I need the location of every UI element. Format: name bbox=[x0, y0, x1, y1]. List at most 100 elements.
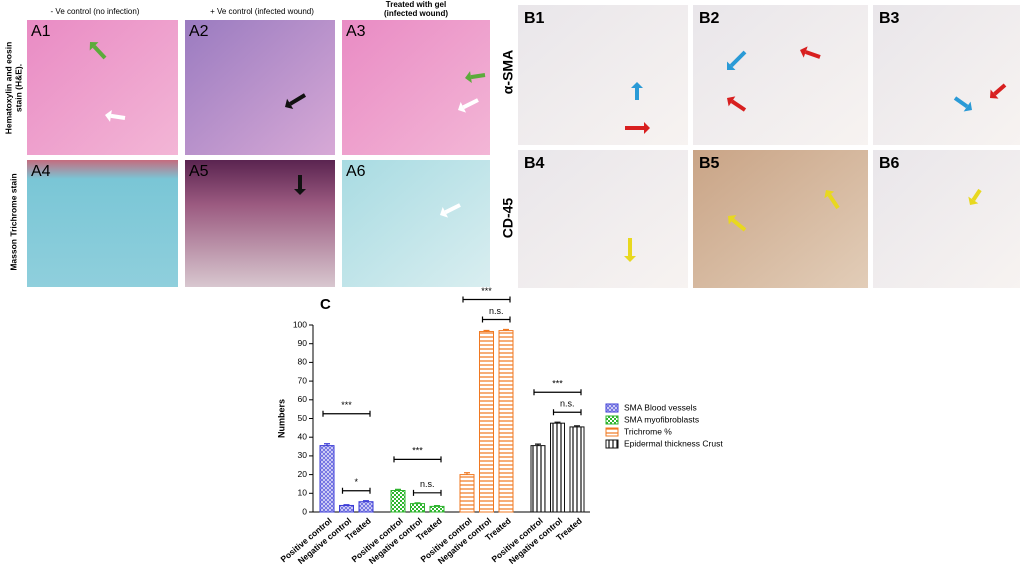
legend-label: SMA Blood vessels bbox=[624, 402, 697, 412]
panel-label: A3 bbox=[346, 23, 366, 40]
arrow-head bbox=[440, 206, 449, 218]
significance-bracket bbox=[412, 489, 442, 496]
arrow bbox=[993, 83, 1007, 96]
error-bar bbox=[535, 443, 541, 446]
y-tick-label: 90 bbox=[298, 338, 308, 348]
panel-label: B3 bbox=[879, 10, 900, 27]
y-tick-label: 0 bbox=[302, 506, 307, 516]
significance-bracket bbox=[393, 456, 442, 463]
arrow bbox=[971, 188, 982, 202]
y-tick-label: 50 bbox=[298, 413, 308, 423]
legend-label: Epidermal thickness Crust bbox=[624, 438, 723, 448]
error-bar bbox=[483, 329, 490, 332]
arrow bbox=[110, 113, 126, 120]
arrow-head bbox=[285, 98, 294, 110]
significance-label: n.s. bbox=[420, 479, 435, 489]
micrograph bbox=[342, 20, 490, 155]
y-tick-label: 10 bbox=[298, 488, 308, 498]
arrow-head bbox=[89, 42, 99, 51]
panel-label: A5 bbox=[189, 163, 209, 180]
error-bar bbox=[464, 472, 470, 475]
significance-label: *** bbox=[552, 379, 563, 389]
significance-bracket bbox=[341, 487, 371, 494]
row-label: stain (H&E). bbox=[13, 64, 23, 112]
panel-label: B2 bbox=[699, 10, 720, 27]
arrow bbox=[731, 218, 747, 232]
significance-label: *** bbox=[341, 400, 352, 410]
bar bbox=[319, 445, 335, 513]
arrow bbox=[729, 50, 747, 68]
micrograph bbox=[693, 150, 868, 288]
y-tick-label: 80 bbox=[298, 357, 308, 367]
panel-label: A2 bbox=[189, 23, 209, 40]
arrow-head bbox=[990, 89, 999, 99]
micrograph bbox=[693, 5, 868, 145]
bar bbox=[429, 505, 445, 513]
significance-label: *** bbox=[481, 286, 492, 296]
y-tick-label: 20 bbox=[298, 469, 308, 479]
micrograph bbox=[873, 150, 1020, 288]
legend-label: SMA myofibroblasts bbox=[624, 414, 699, 424]
micrograph bbox=[518, 5, 688, 145]
arrow bbox=[470, 73, 486, 80]
arrow-head bbox=[727, 61, 736, 70]
error-bar bbox=[395, 488, 401, 491]
arrow-head bbox=[624, 256, 636, 262]
significance-label: n.s. bbox=[489, 306, 504, 316]
bar bbox=[358, 501, 374, 513]
arrow-head bbox=[800, 46, 808, 58]
bar bbox=[479, 331, 494, 513]
y-axis-label: Numbers bbox=[276, 399, 286, 438]
panel-label: A1 bbox=[31, 23, 51, 40]
micrograph bbox=[342, 160, 490, 287]
legend-swatch bbox=[605, 415, 619, 425]
row-label: Masson Trichrome stain bbox=[8, 173, 18, 270]
y-tick-label: 40 bbox=[298, 431, 308, 441]
legend-label: Trichrome % bbox=[624, 426, 672, 436]
y-tick-label: 30 bbox=[298, 450, 308, 460]
arrow bbox=[805, 50, 821, 59]
arrow-head bbox=[728, 215, 737, 225]
column-header: + Ve control (infected wound) bbox=[210, 7, 314, 16]
arrow bbox=[827, 193, 840, 210]
error-bar bbox=[503, 328, 509, 331]
column-header: Treated with gel bbox=[386, 0, 446, 9]
significance-bracket bbox=[552, 409, 582, 416]
column-header: (infected wound) bbox=[384, 9, 448, 18]
micrograph bbox=[185, 20, 335, 155]
arrow bbox=[730, 99, 747, 112]
error-bar bbox=[363, 500, 369, 502]
panel-label: C bbox=[320, 296, 331, 313]
arrow-head bbox=[465, 71, 472, 84]
bar bbox=[530, 445, 546, 513]
significance-label: * bbox=[354, 477, 358, 487]
arrow-head bbox=[644, 122, 650, 134]
error-bar bbox=[414, 502, 421, 504]
significance-bracket bbox=[322, 410, 371, 417]
y-tick-label: 100 bbox=[293, 319, 307, 329]
arrow bbox=[289, 93, 307, 106]
arrow-head bbox=[968, 196, 979, 205]
micrograph bbox=[873, 5, 1020, 145]
micrograph bbox=[27, 20, 178, 155]
row-label: α-SMA bbox=[500, 50, 516, 94]
row-label: CD-45 bbox=[500, 198, 516, 239]
column-header: - Ve control (no infection) bbox=[51, 7, 140, 16]
panel-label: A6 bbox=[346, 163, 366, 180]
bar bbox=[550, 422, 565, 513]
error-bar bbox=[324, 443, 330, 446]
arrow-head bbox=[824, 190, 835, 199]
panel-label: B4 bbox=[524, 155, 545, 172]
error-bar bbox=[343, 504, 350, 506]
bar bbox=[410, 503, 425, 513]
legend-swatch bbox=[605, 427, 619, 437]
arrow bbox=[953, 96, 969, 109]
panel-label: B6 bbox=[879, 155, 900, 172]
arrow-head bbox=[294, 189, 306, 195]
significance-label: *** bbox=[412, 446, 423, 456]
bar bbox=[498, 330, 514, 513]
bar bbox=[569, 426, 585, 513]
y-tick-label: 70 bbox=[298, 375, 308, 385]
arrow-head bbox=[963, 101, 972, 112]
significance-bracket bbox=[533, 389, 582, 396]
